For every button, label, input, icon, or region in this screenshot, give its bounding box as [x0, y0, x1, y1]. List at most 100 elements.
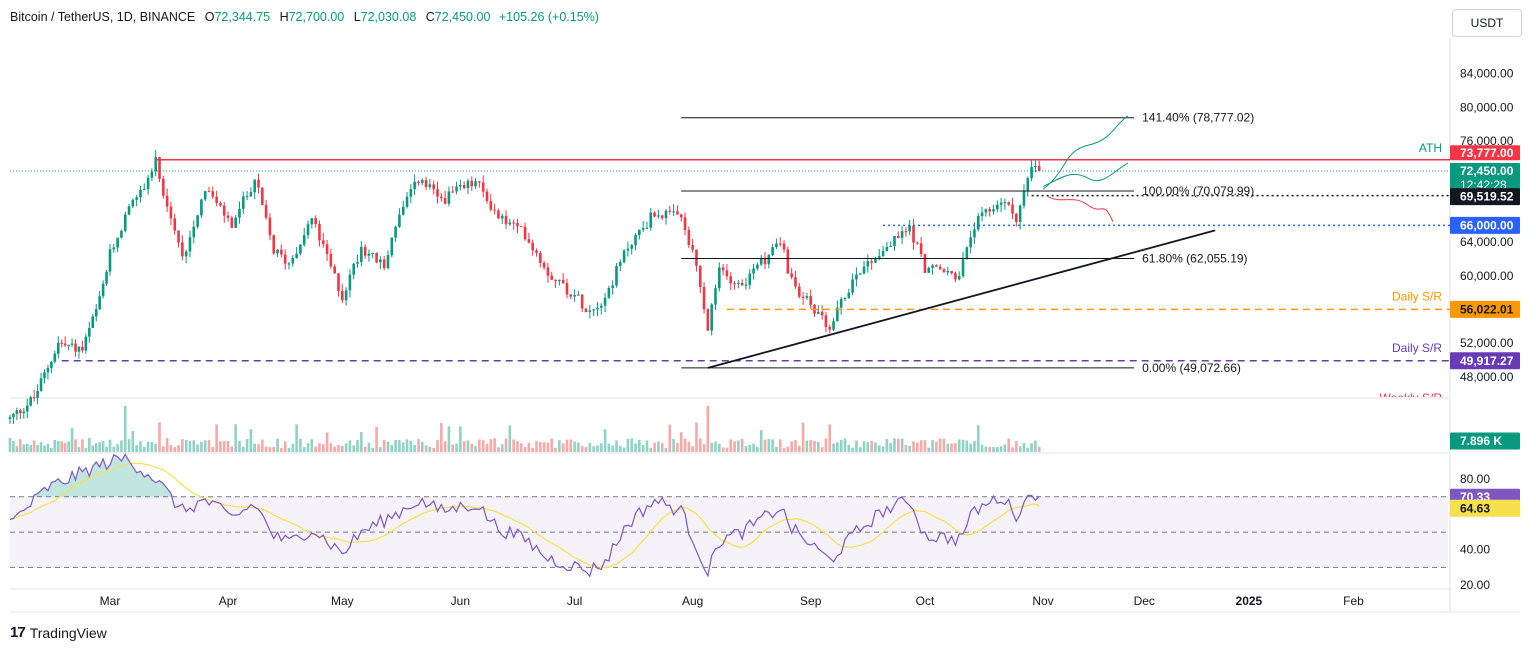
candle: [775, 238, 778, 250]
volume-bar: [276, 438, 279, 452]
volume-bar: [946, 443, 950, 452]
volume-bar: [1037, 446, 1041, 452]
candle: [535, 248, 538, 257]
candle: [401, 200, 405, 216]
volume-bar: [759, 430, 763, 452]
candle: [756, 262, 759, 271]
volume-bar: [302, 447, 306, 452]
volume-bar: [919, 440, 923, 452]
volume-bar: [702, 444, 706, 452]
candle: [417, 180, 420, 186]
candle: [337, 273, 340, 297]
price-tick-label: 60,000.00: [1460, 269, 1514, 283]
volume-bar: [908, 445, 912, 452]
volume-bar: [173, 447, 177, 452]
candle: [440, 193, 443, 202]
volume-bar: [36, 444, 39, 452]
volume-bar: [22, 444, 26, 452]
daily-sr-orange-label: Daily S/R: [1392, 289, 1442, 303]
volume-bar: [257, 444, 260, 452]
candle: [740, 279, 744, 286]
candle: [828, 324, 832, 334]
projection-up-path: [1042, 162, 1129, 188]
candle: [409, 184, 413, 204]
candle: [348, 269, 352, 298]
candle: [485, 188, 489, 204]
volume-bar: [344, 443, 348, 452]
candle: [135, 194, 138, 207]
volume-bar: [790, 441, 793, 452]
volume-bar: [424, 445, 428, 452]
candle: [778, 237, 782, 247]
candle: [645, 221, 649, 229]
volume-bar: [820, 447, 824, 452]
candle: [470, 176, 474, 191]
volume-bar: [954, 443, 957, 452]
candle: [77, 346, 81, 359]
candle: [1015, 212, 1018, 227]
volume-bar: [67, 441, 70, 452]
volume-bar: [142, 446, 146, 452]
volume-bar: [162, 446, 165, 452]
candle: [725, 264, 729, 280]
candle: [428, 178, 432, 190]
candle: [234, 215, 237, 228]
volume-bar: [443, 441, 447, 452]
volume-bar: [996, 446, 999, 452]
tradingview-logo[interactable]: 17 TradingView: [10, 624, 107, 641]
candle: [641, 221, 645, 232]
volume-bar: [283, 441, 287, 452]
candle: [554, 279, 557, 288]
level-66000-badge: 66,000.00: [1450, 216, 1520, 234]
volume-bar: [988, 446, 991, 452]
candle: [992, 204, 995, 215]
candle: [607, 285, 611, 299]
candle: [481, 175, 485, 198]
candle: [43, 369, 46, 384]
close-label: C: [425, 10, 435, 24]
candle: [611, 280, 614, 295]
daily-sr-orange-badge: 56,022.01: [1450, 300, 1520, 318]
candle: [702, 282, 706, 314]
price-tick-label: 64,000.00: [1460, 235, 1514, 249]
volume-bar: [340, 445, 344, 452]
fib-label: 100.00% (70,079.99): [1142, 184, 1254, 198]
candle: [497, 208, 500, 220]
daily-sr-purple-badge: 49,917.27: [1450, 352, 1520, 370]
candle: [706, 308, 710, 331]
candle: [858, 273, 862, 276]
candle: [596, 301, 599, 317]
change-value: +105.26 (+0.15%): [498, 10, 599, 24]
candle: [676, 205, 679, 215]
candle: [123, 211, 127, 233]
candle: [900, 226, 904, 245]
open-value: 72,344.75: [214, 10, 271, 24]
volume-bar: [679, 432, 683, 452]
volume-bar: [264, 446, 268, 452]
volume-bar: [440, 422, 443, 452]
volume-bar: [43, 445, 46, 452]
volume-bar: [428, 446, 432, 452]
volume-bar: [973, 440, 976, 452]
candle: [615, 263, 618, 288]
candle: [1003, 198, 1007, 211]
volume-bar: [622, 447, 626, 452]
tradingview-label: TradingView: [29, 624, 107, 641]
candle: [500, 213, 504, 224]
candle: [874, 256, 877, 263]
volume-bar: [584, 447, 588, 452]
volume-bar: [181, 439, 184, 452]
volume-bar: [843, 438, 847, 452]
candle: [988, 206, 991, 217]
candle: [344, 287, 348, 306]
volume-bar: [535, 441, 538, 452]
candle: [226, 211, 230, 222]
currency-button[interactable]: USDT: [1452, 9, 1522, 37]
volume-bar: [131, 430, 135, 452]
volume-bar: [295, 424, 298, 452]
volume-bar: [763, 439, 767, 452]
candle: [733, 280, 736, 290]
candle: [375, 252, 378, 264]
volume-bar: [466, 440, 470, 452]
